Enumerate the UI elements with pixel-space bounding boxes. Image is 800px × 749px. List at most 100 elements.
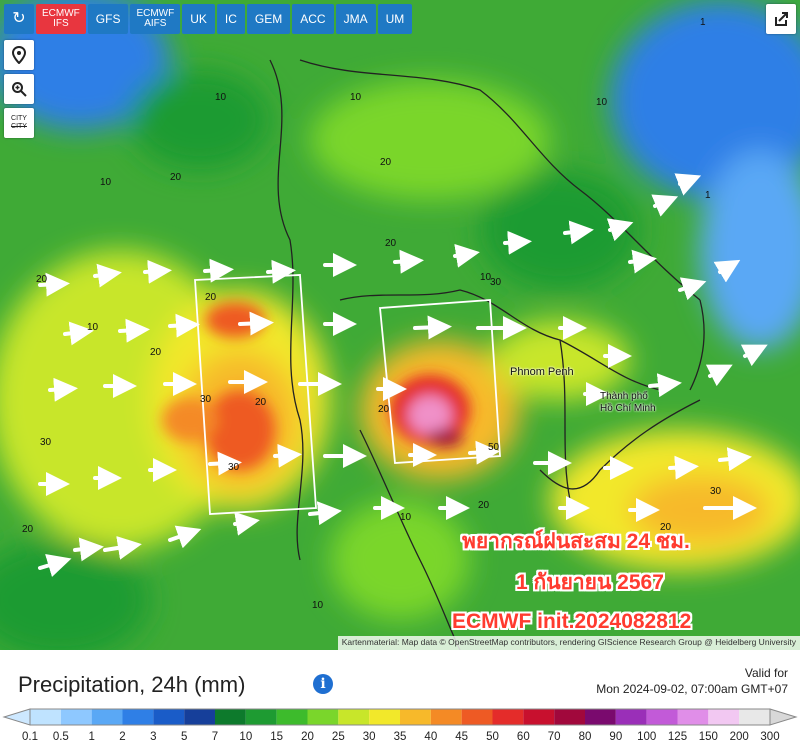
share-icon (775, 12, 788, 26)
contour-label: 20 (478, 500, 490, 511)
contour-label: 20 (660, 522, 672, 533)
tab-acc[interactable]: ACC (292, 4, 334, 34)
contour-label: 30 (490, 277, 502, 288)
location-pin-icon (12, 46, 26, 64)
tab-gfs[interactable]: GFS (87, 4, 129, 34)
highlight-boxes (194, 274, 501, 515)
contour-label: 20 (255, 397, 267, 408)
contour-label: 20 (36, 274, 48, 285)
contour-label: 20 (205, 292, 217, 303)
contour-label: 30 (228, 462, 240, 473)
scale-tick-label: 3 (150, 731, 157, 743)
scale-tick-label: 40 (424, 731, 438, 743)
scale-tick-label: 2 (119, 731, 126, 743)
contour-label: 20 (170, 172, 182, 183)
tab-um[interactable]: UM (377, 4, 413, 34)
scale-swatch (585, 709, 616, 725)
city-label-off: CITY (11, 123, 27, 130)
scale-swatch (615, 709, 647, 725)
tab-label: UK (190, 12, 207, 26)
contour-label: 20 (378, 404, 390, 415)
contour-label: 1 (705, 190, 711, 201)
valid-time: Mon 2024-09-02, 07:00am GMT+07 (596, 682, 788, 696)
scale-swatch (307, 709, 339, 725)
wind-arrows (38, 173, 768, 577)
contour-label: 10 (480, 272, 492, 283)
scale-tick-label: 5 (180, 731, 188, 743)
scale-swatch (461, 709, 493, 725)
contour-label: 20 (150, 347, 162, 358)
map-attribution: Kartenmaterial: Map data © OpenStreetMap… (337, 636, 800, 650)
scale-tick-label: 125 (667, 731, 688, 743)
tab-ic[interactable]: IC (216, 4, 245, 34)
valid-for-label: Valid for (744, 666, 788, 680)
tab-gem[interactable]: GEM (246, 4, 291, 34)
scale-tick-label: 45 (455, 731, 469, 743)
refresh-button[interactable]: ↻ (4, 4, 34, 34)
contour-label: 10 (350, 92, 362, 103)
tab-ecmwf-aifs[interactable]: ECMWF AIFS (130, 4, 181, 34)
tab-label: JMA (343, 12, 368, 26)
zoom-button[interactable] (4, 74, 34, 104)
locate-button[interactable] (4, 40, 34, 70)
scale-tick-label: 1 (88, 731, 95, 743)
scale-swatch (122, 709, 154, 725)
contour-label: 10 (87, 322, 99, 333)
scale-tick-label: 50 (486, 731, 499, 743)
contour-label: 10 (100, 177, 112, 188)
scale-max-arrow (769, 708, 798, 726)
place-label-ho-chi-minh: Hồ Chí Minh (600, 403, 656, 414)
scale-tick-label: 70 (547, 731, 561, 743)
scale-swatch (369, 709, 400, 725)
scale-swatch (153, 709, 185, 725)
contour-label: 30 (200, 394, 212, 405)
scale-tick-label: 80 (578, 731, 592, 743)
scale-min-arrow (2, 708, 31, 726)
tab-label: IC (224, 12, 237, 26)
city-toggle-button[interactable]: CITY CITY (4, 108, 34, 138)
scale-tick-label: 0.1 (22, 731, 38, 743)
scale-swatch (708, 709, 740, 725)
tab-label: ECMWF (136, 8, 175, 19)
scale-tick-label: 15 (270, 731, 284, 743)
info-icon[interactable]: i (313, 674, 333, 694)
tab-uk[interactable]: UK (182, 4, 215, 34)
share-button[interactable] (766, 4, 796, 34)
scale-swatch (91, 709, 123, 725)
scale-swatch (646, 709, 678, 725)
scale-swatch (215, 709, 246, 725)
tab-jma[interactable]: JMA (335, 4, 376, 34)
tab-ecmwf-ifs[interactable]: ECMWF IFS (36, 4, 86, 34)
scale-tick-label: 10 (239, 731, 253, 743)
model-tab-bar: ↻ ECMWF IFS GFS ECMWF AIFS UK IC GEM ACC J… (4, 4, 413, 34)
scale-tick-label: 90 (609, 731, 623, 743)
tab-label: ACC (300, 12, 326, 26)
contour-labels: 20 10 20 10 20 30 20 30 10 20 30 20 50 1… (22, 17, 722, 611)
scale-tick-label: 20 (301, 731, 314, 743)
precipitation-map[interactable]: 20 10 20 10 20 30 20 30 10 20 30 20 50 1… (0, 0, 800, 650)
contour-label: 1 (700, 17, 706, 28)
contour-label: 10 (312, 600, 324, 611)
scale-tick-label: 150 (698, 731, 718, 743)
highlight-box-east (379, 299, 501, 464)
tab-label: GFS (95, 12, 121, 26)
scale-swatch (554, 709, 585, 725)
scale-swatch (338, 709, 370, 725)
contour-label: 20 (380, 157, 392, 168)
map-canvas[interactable]: 20 10 20 10 20 30 20 30 10 20 30 20 50 1… (0, 0, 800, 650)
zoom-icon (12, 82, 27, 97)
tab-label: UM (385, 12, 405, 26)
place-label-thanh-pho: Thành phố (600, 391, 648, 402)
legend-panel: Precipitation, 24h (mm) i Valid for Mon … (0, 650, 800, 749)
scale-swatch (400, 709, 431, 725)
scale-swatch (30, 709, 61, 725)
scale-tick-label: 0.5 (52, 731, 69, 743)
scale-swatch (184, 709, 215, 725)
contour-label: 10 (215, 92, 227, 103)
tab-sublabel: AIFS (144, 18, 167, 29)
contour-label: 30 (710, 486, 722, 497)
tab-label: GEM (254, 12, 283, 26)
contour-label: 50 (488, 442, 500, 453)
overlay-forecast-date: 1 กันยายน 2567 (516, 571, 664, 594)
overlay-model-init: ECMWF init.2024082812 (452, 610, 692, 633)
